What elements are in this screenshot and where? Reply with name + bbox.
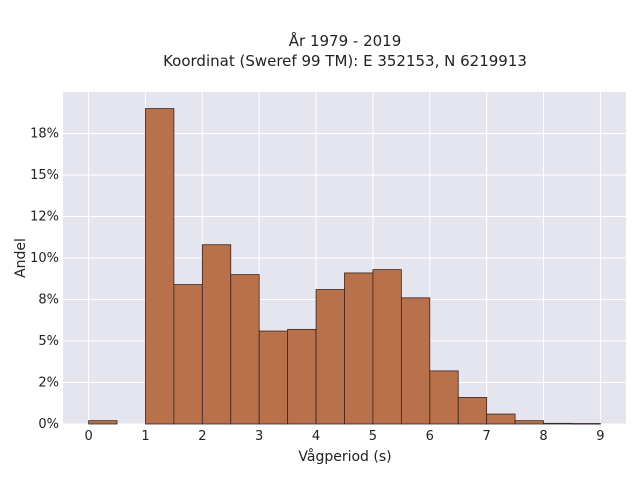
x-tick-label: 8 (539, 429, 547, 444)
x-tick-label: 5 (369, 429, 377, 444)
chart-title-line-1: År 1979 - 2019 (289, 31, 402, 50)
x-tick-label: 4 (312, 429, 320, 444)
x-tick-label: 2 (198, 429, 206, 444)
y-tick-label: 2% (38, 376, 59, 391)
histogram-bar (145, 108, 175, 425)
x-tick-label: 9 (596, 429, 604, 444)
histogram-bar (287, 328, 317, 425)
y-tick-label: 10% (30, 251, 59, 266)
y-tick-label: 8% (38, 293, 59, 308)
histogram-bar (230, 274, 260, 425)
bars (88, 108, 601, 425)
histogram-bar (201, 244, 232, 425)
x-tick-label: 1 (141, 429, 149, 444)
histogram-bar (315, 289, 345, 425)
y-tick-label: 5% (38, 334, 59, 349)
y-axis-ticks: 0% 2% 5% 8% 10% 12% 15% 18% (30, 127, 59, 433)
x-tick-label: 3 (255, 429, 263, 444)
histogram-bar (486, 413, 516, 425)
histogram-bar (514, 420, 544, 425)
histogram-bar (457, 397, 488, 425)
histogram-bar (258, 330, 289, 425)
histogram-bar (173, 284, 203, 425)
histogram-bar (571, 423, 601, 425)
x-axis-label: Vågperiod (s) (298, 448, 391, 465)
histogram-bar (88, 420, 118, 425)
y-axis-label: Andel (13, 238, 29, 278)
x-tick-label: 7 (483, 429, 491, 444)
histogram-bar (429, 370, 459, 425)
y-tick-label: 15% (30, 168, 59, 183)
x-tick-label: 0 (84, 429, 92, 444)
y-tick-label: 12% (30, 210, 59, 225)
chart-title-line-2: Koordinat (Sweref 99 TM): E 352153, N 62… (163, 52, 527, 70)
histogram-bar (372, 269, 402, 425)
histogram-bar (344, 272, 374, 425)
histogram-bar (400, 297, 431, 425)
x-axis-ticks: 0 1 2 3 4 5 6 7 8 9 (84, 429, 604, 444)
histogram-bar (543, 422, 573, 425)
y-tick-label: 18% (30, 127, 59, 142)
x-tick-label: 6 (426, 429, 434, 444)
y-tick-label: 0% (38, 417, 59, 432)
